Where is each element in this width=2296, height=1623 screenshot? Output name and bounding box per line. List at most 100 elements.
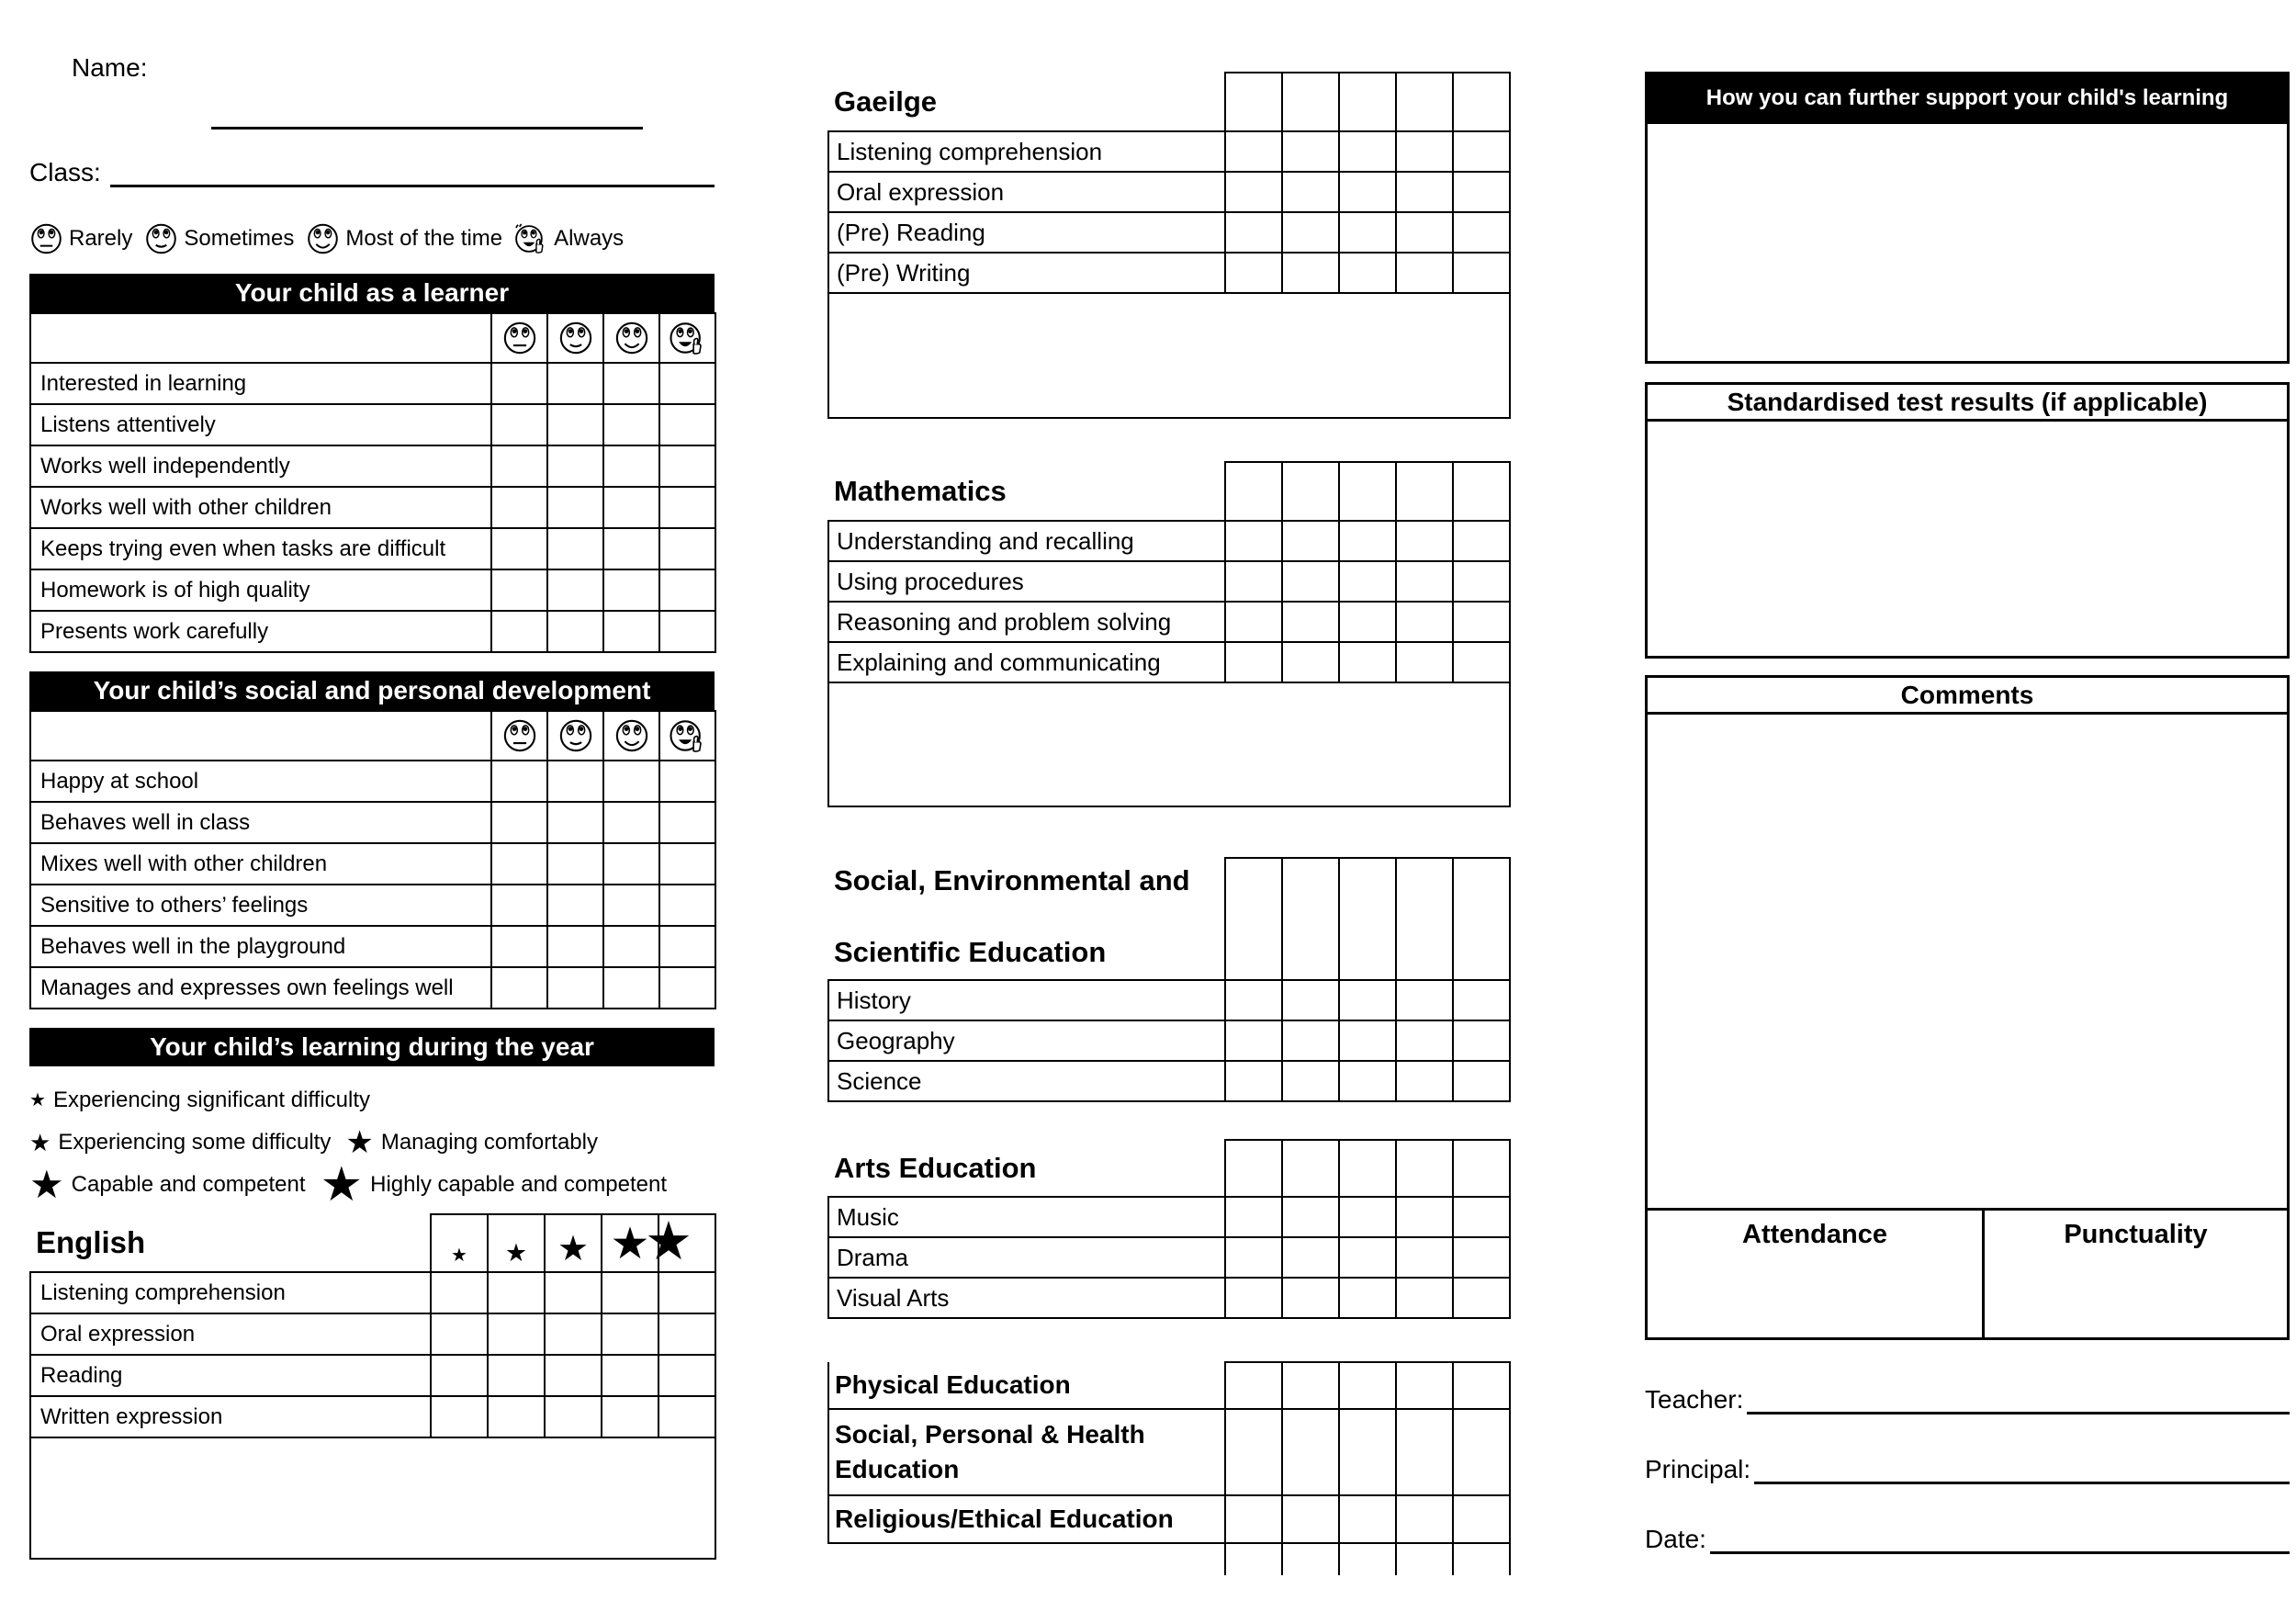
rating-cell[interactable] (1395, 1408, 1454, 1496)
name-input-line[interactable] (211, 83, 643, 130)
rating-cell[interactable] (658, 486, 716, 529)
test-results-write-in-box[interactable] (1645, 422, 2290, 659)
rating-cell[interactable] (430, 1395, 489, 1438)
rating-cell[interactable] (658, 1271, 716, 1314)
rating-cell[interactable] (490, 403, 548, 446)
rating-cell[interactable] (658, 1395, 716, 1438)
rating-cell[interactable] (602, 966, 660, 1009)
rating-cell[interactable] (430, 1354, 489, 1397)
rating-cell[interactable] (1224, 560, 1283, 603)
rating-cell[interactable] (490, 445, 548, 488)
rating-cell[interactable] (1452, 1060, 1511, 1102)
rating-cell[interactable] (1224, 857, 1283, 981)
rating-cell[interactable] (1452, 130, 1511, 173)
rating-cell[interactable] (602, 527, 660, 570)
rating-cell[interactable] (546, 362, 604, 405)
rating-cell[interactable] (1395, 1196, 1454, 1238)
rating-cell[interactable] (658, 801, 716, 844)
rating-cell[interactable] (490, 842, 548, 885)
rating-cell[interactable] (1338, 857, 1397, 981)
rating-cell[interactable] (1452, 1236, 1511, 1279)
rating-cell[interactable] (1281, 1139, 1340, 1198)
rating-cell[interactable] (1281, 1277, 1340, 1319)
rating-cell[interactable] (1395, 1361, 1454, 1410)
rating-cell[interactable] (1395, 461, 1454, 522)
rating-cell[interactable] (1452, 1361, 1511, 1410)
rating-cell[interactable] (1281, 72, 1340, 132)
rating-cell[interactable] (658, 1354, 716, 1397)
rating-cell[interactable] (487, 1313, 546, 1356)
rating-cell[interactable] (658, 966, 716, 1009)
rating-cell[interactable] (1338, 560, 1397, 603)
rating-cell[interactable] (1224, 211, 1283, 254)
rating-cell[interactable] (1281, 130, 1340, 173)
rating-cell[interactable] (1338, 1361, 1397, 1410)
rating-cell[interactable] (1395, 1494, 1454, 1544)
rating-cell[interactable] (1338, 1139, 1397, 1198)
rating-cell[interactable] (1281, 1408, 1340, 1496)
rating-cell[interactable] (658, 403, 716, 446)
rating-cell[interactable] (601, 1271, 659, 1314)
rating-cell[interactable] (546, 527, 604, 570)
support-write-in-box[interactable] (1645, 124, 2290, 364)
rating-cell[interactable] (1395, 641, 1454, 683)
rating-cell[interactable] (1281, 1236, 1340, 1279)
rating-cell[interactable] (544, 1313, 602, 1356)
rating-cell[interactable] (658, 760, 716, 803)
rating-cell[interactable] (602, 403, 660, 446)
rating-cell[interactable] (1281, 1196, 1340, 1238)
rating-cell[interactable] (1395, 1236, 1454, 1279)
rating-cell[interactable] (1395, 72, 1454, 132)
rating-cell[interactable] (1395, 560, 1454, 603)
rating-cell[interactable] (1224, 171, 1283, 213)
rating-cell[interactable] (1224, 601, 1283, 643)
rating-cell[interactable] (490, 760, 548, 803)
rating-cell[interactable] (1224, 1060, 1283, 1102)
rating-cell[interactable] (546, 486, 604, 529)
rating-cell[interactable] (1224, 1542, 1283, 1575)
rating-cell[interactable] (1224, 1020, 1283, 1062)
rating-cell[interactable] (1224, 1139, 1283, 1198)
rating-cell[interactable] (1224, 252, 1283, 294)
rating-cell[interactable] (1224, 641, 1283, 683)
rating-cell[interactable] (1452, 211, 1511, 254)
date-line[interactable] (1709, 1518, 2290, 1554)
principal-signature-line[interactable] (1754, 1448, 2290, 1484)
rating-cell[interactable] (1224, 1361, 1283, 1410)
rating-cell[interactable] (1338, 130, 1397, 173)
rating-cell[interactable] (1224, 1236, 1283, 1279)
rating-cell[interactable] (1338, 461, 1397, 522)
english-comment-box[interactable] (29, 1437, 716, 1560)
punctuality-cell[interactable]: Punctuality (1982, 1211, 2287, 1337)
rating-cell[interactable] (601, 1354, 659, 1397)
teacher-signature-line[interactable] (1747, 1379, 2290, 1414)
rating-cell[interactable] (1338, 211, 1397, 254)
rating-cell[interactable] (1224, 1408, 1283, 1496)
rating-cell[interactable] (1281, 1060, 1340, 1102)
rating-cell[interactable] (1395, 130, 1454, 173)
rating-cell[interactable] (1281, 252, 1340, 294)
rating-cell[interactable] (1452, 252, 1511, 294)
rating-cell[interactable] (1281, 560, 1340, 603)
rating-cell[interactable] (1338, 641, 1397, 683)
rating-cell[interactable] (1281, 857, 1340, 981)
rating-cell[interactable] (1224, 979, 1283, 1021)
rating-cell[interactable] (602, 801, 660, 844)
rating-cell[interactable] (544, 1395, 602, 1438)
rating-cell[interactable] (546, 610, 604, 653)
rating-cell[interactable] (1452, 641, 1511, 683)
rating-cell[interactable] (544, 1271, 602, 1314)
rating-cell[interactable] (546, 842, 604, 885)
rating-cell[interactable] (1452, 1020, 1511, 1062)
attendance-cell[interactable]: Attendance (1648, 1211, 1982, 1337)
rating-cell[interactable] (487, 1354, 546, 1397)
rating-cell[interactable] (1452, 1196, 1511, 1238)
rating-cell[interactable] (1281, 641, 1340, 683)
mathematics-comment-box[interactable] (827, 682, 1511, 807)
rating-cell[interactable] (1452, 560, 1511, 603)
rating-cell[interactable] (546, 925, 604, 968)
rating-cell[interactable] (658, 884, 716, 927)
rating-cell[interactable] (430, 1271, 489, 1314)
rating-cell[interactable] (1395, 1020, 1454, 1062)
rating-cell[interactable] (602, 884, 660, 927)
